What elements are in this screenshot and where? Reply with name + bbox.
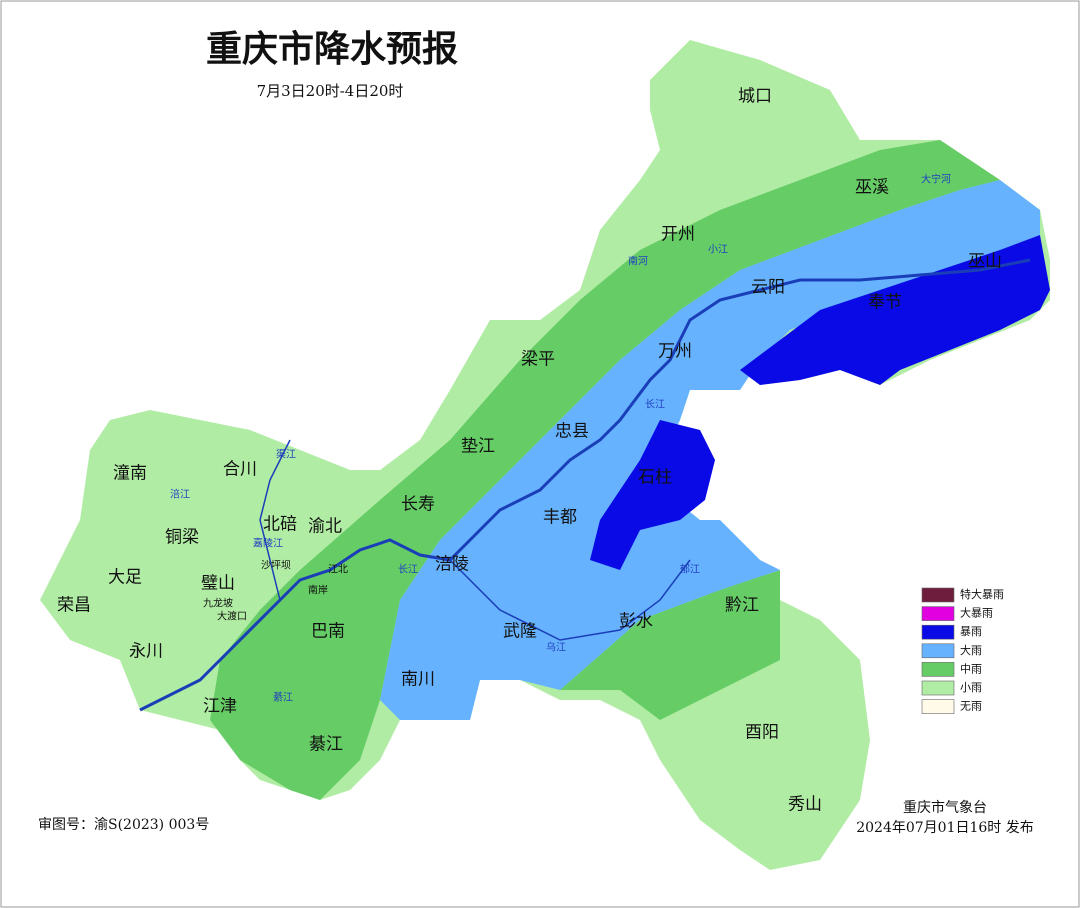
district-label: 巴南 [311,622,345,642]
yangtze-river [139,258,1031,712]
district-label: 南岸 [308,584,328,597]
district-label: 万州 [658,342,692,362]
district-label: 渝北 [308,517,342,537]
district-label: 酉阳 [745,723,779,743]
district-label: 九龙坡 [203,597,233,610]
legend-label: 中雨 [960,662,982,675]
district-label: 城口 [738,87,772,107]
district-label: 沙坪坝 [261,559,291,572]
district-label: 丰都 [543,508,577,528]
district-label: 黔江 [725,596,759,616]
district-label: 合川 [223,460,257,480]
issue-time: 2024年07月01日16时 发布 [856,820,1034,836]
district-label: 云阳 [751,278,785,298]
zone-rainstorm [590,420,715,570]
legend-label: 无雨 [960,700,982,713]
jialing-river [259,439,291,601]
district-label: 潼南 [113,464,147,484]
legend-swatch [921,680,955,696]
legend-label: 大雨 [960,643,982,657]
district-label: 北碚 [263,515,297,535]
district-label: 秀山 [788,795,822,815]
district-label: 彭水 [619,612,653,632]
legend-swatch [921,624,955,640]
district-label: 大渡口 [217,610,247,623]
river-label: 大宁河 [921,173,951,186]
legend-swatch [921,662,955,677]
river-label: 小江 [708,244,728,256]
wu-river [449,559,691,641]
district-label: 江津 [203,697,237,717]
district-label: 铜梁 [165,528,199,548]
district-label: 梁平 [521,350,555,370]
district-label: 长寿 [401,495,435,515]
river-label: 渠江 [276,449,296,461]
river-label: 綦江 [273,691,293,704]
district-label: 奉节 [868,293,902,313]
zone-heavy-rain [380,180,1040,720]
district-label: 南川 [401,670,435,690]
district-label: 巫山 [968,252,1002,272]
river-label: 涪江 [170,488,190,501]
river-label: 郁江 [680,563,700,576]
district-label: 璧山 [201,574,235,594]
zone-moderate-rain [560,570,780,720]
legend-swatch [921,587,955,603]
subtitle: 7月3日20时-4日20时 [257,82,404,100]
approval-number: 审图号：渝S(2023) 003号 [38,817,209,833]
district-label: 石柱 [638,468,672,488]
river-label: 长江 [645,399,665,411]
legend-label: 小雨 [960,681,982,694]
legend-swatch [921,699,955,714]
zone-moderate-rain [210,140,1000,800]
district-label: 垫江 [461,437,495,457]
river-label: 南河 [628,255,648,268]
district-label: 涪陵 [435,555,469,575]
district-label: 大足 [108,568,142,588]
issuer: 重庆市气象台 [903,799,987,816]
district-label: 武隆 [503,622,537,642]
district-label: 忠县 [555,422,589,442]
title: 重庆市降水预报 [206,28,458,70]
legend-label: 大暴雨 [960,606,993,620]
district-label: 荣昌 [57,596,91,616]
river-label: 嘉陵江 [253,537,283,550]
district-label: 永川 [129,642,163,662]
legend-swatch [921,606,955,621]
district-label: 江北 [328,564,348,576]
legend-label: 特大暴雨 [960,587,1004,601]
river-label: 长江 [398,564,418,576]
district-label: 綦江 [309,735,343,755]
district-label: 开州 [661,225,695,245]
district-label: 巫溪 [855,178,889,198]
legend-swatch [921,643,955,659]
river-label: 乌江 [546,641,566,654]
zone-rainstorm [740,235,1050,385]
legend-label: 暴雨 [960,625,982,638]
